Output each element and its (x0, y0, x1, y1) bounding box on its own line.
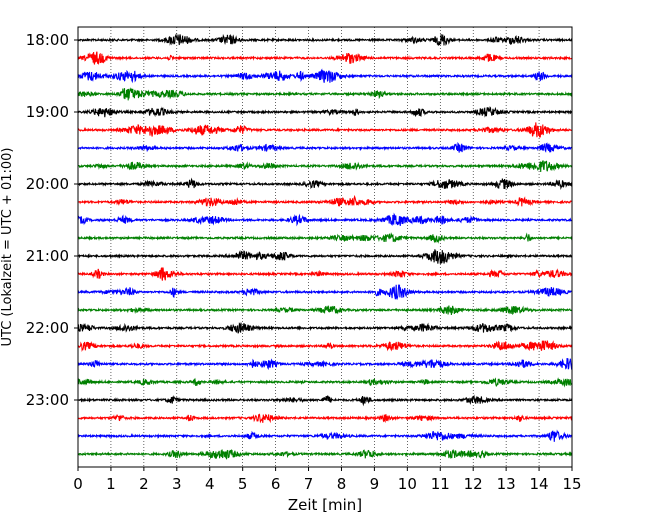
y-tick-label: 19:00 (26, 103, 69, 121)
trace-1915 (77, 122, 573, 138)
trace-2145 (77, 305, 573, 316)
trace-1900 (77, 106, 573, 118)
trace-2115 (77, 267, 573, 281)
x-tick-label: 3 (172, 475, 182, 493)
trace-2130 (77, 284, 573, 301)
x-tick-label: 6 (271, 475, 281, 493)
y-tick-label: 22:00 (26, 319, 69, 337)
y-tick-label: 21:00 (26, 247, 69, 265)
y-axis-label: UTC (Lokalzeit = UTC + 01:00) (0, 148, 15, 347)
x-tick-label: 7 (304, 475, 314, 493)
x-tick-label: 8 (337, 475, 347, 493)
x-tick-label: 9 (370, 475, 380, 493)
trace-2345 (77, 449, 573, 460)
trace-2245 (77, 377, 573, 388)
trace-2015 (77, 194, 573, 207)
trace-2100 (77, 249, 573, 264)
trace-2030 (77, 212, 573, 227)
trace-2045 (77, 232, 573, 244)
x-tick-label: 14 (530, 475, 549, 493)
trace-2200 (77, 322, 573, 334)
plot-background (78, 27, 572, 467)
y-axis: 18:00 19:00 20:00 21:00 22:00 23:00 (26, 31, 78, 409)
trace-1830 (77, 68, 573, 84)
x-tick-label: 5 (238, 475, 248, 493)
x-tick-label: 13 (497, 475, 516, 493)
seismic-traces (77, 33, 573, 460)
x-tick-label: 10 (398, 475, 417, 493)
y-tick-label: 18:00 (26, 31, 69, 49)
x-tick-label: 1 (106, 475, 116, 493)
trace-1815 (77, 51, 573, 66)
trace-1845 (77, 87, 573, 101)
trace-1945 (77, 160, 573, 172)
x-tick-label: 0 (73, 475, 83, 493)
x-axis-label: Zeit [min] (288, 496, 362, 514)
trace-2230 (77, 358, 573, 371)
trace-2330 (77, 429, 573, 442)
trace-2000 (77, 177, 573, 191)
x-tick-label: 11 (431, 475, 450, 493)
plot-frame (77, 26, 573, 468)
trace-1930 (77, 141, 573, 153)
x-tick-label: 15 (562, 475, 581, 493)
grid-lines (110, 27, 540, 467)
x-axis: 0 1 2 3 4 5 6 7 8 9 10 11 12 13 14 15 (73, 467, 582, 493)
trace-1800 (77, 33, 573, 46)
x-tick-label: 12 (464, 475, 483, 493)
x-tick-label: 4 (205, 475, 215, 493)
trace-2315 (77, 413, 573, 424)
trace-2215 (77, 340, 573, 353)
x-tick-label: 2 (139, 475, 149, 493)
y-tick-label: 23:00 (26, 391, 69, 409)
y-tick-label: 20:00 (26, 175, 69, 193)
trace-2300 (77, 394, 573, 407)
